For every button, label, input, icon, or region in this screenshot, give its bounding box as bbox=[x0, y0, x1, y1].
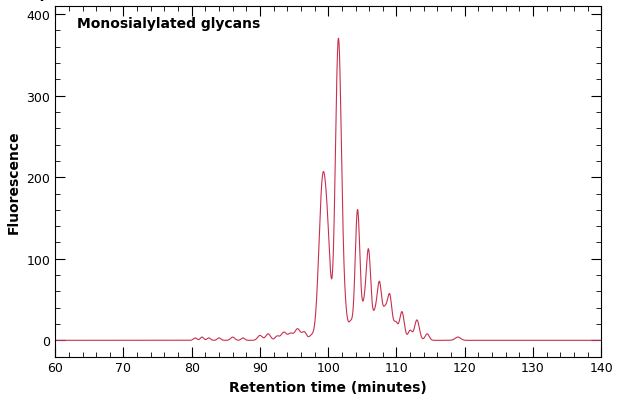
Text: Monosialylated glycans: Monosialylated glycans bbox=[77, 17, 260, 31]
Text: C): C) bbox=[27, 0, 47, 3]
X-axis label: Retention time (minutes): Retention time (minutes) bbox=[229, 380, 427, 394]
Y-axis label: Fluorescence: Fluorescence bbox=[7, 130, 21, 233]
